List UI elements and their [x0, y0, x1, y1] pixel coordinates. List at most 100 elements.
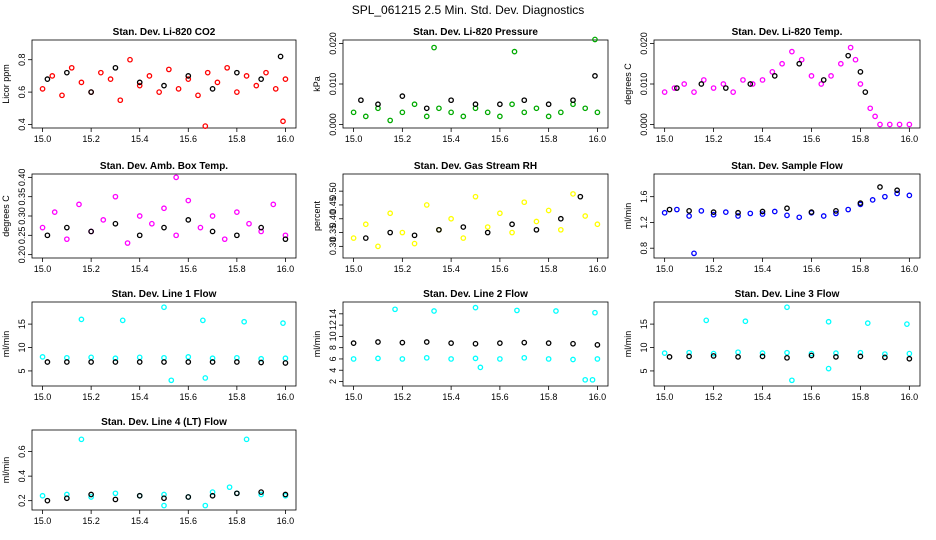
x-tick-label: 15.4	[131, 516, 149, 526]
data-point	[759, 350, 766, 356]
data-point	[214, 79, 221, 86]
plot-frame	[653, 301, 921, 387]
x-tick-label: 15.8	[540, 264, 558, 274]
data-point	[710, 85, 717, 91]
data-point	[399, 356, 406, 362]
data-point	[521, 354, 528, 361]
data-point	[735, 213, 741, 219]
data-point	[592, 36, 598, 43]
y-axis-label: ml/min	[312, 331, 322, 358]
x-tick-label: 15.0	[656, 264, 674, 274]
y-tick-label: 0.35	[17, 188, 27, 206]
data-point	[112, 64, 119, 71]
data-point	[497, 356, 503, 362]
x-tick-label: 15.6	[491, 392, 509, 402]
x-tick-label: 15.0	[656, 134, 674, 144]
data-point	[234, 232, 240, 239]
data-point	[545, 340, 552, 347]
data-point	[136, 82, 143, 89]
y-tick-label: 0.000	[639, 113, 649, 136]
data-point	[63, 224, 70, 231]
data-point	[185, 354, 192, 360]
x-tick-label: 15.6	[180, 134, 198, 144]
data-point	[545, 113, 552, 120]
data-point	[825, 318, 832, 325]
data-point	[234, 359, 240, 365]
data-point	[484, 109, 491, 116]
x-tick-label: 15.6	[803, 264, 821, 274]
data-point	[185, 494, 192, 500]
data-point	[88, 89, 94, 95]
panel-title: Stan. Dev. Line 4 (LT) Flow	[101, 417, 227, 428]
data-point	[735, 209, 741, 216]
chart-panel: Stan. Dev. Li-820 CO2 15.0 15.2 15.4 15.6 15.…	[1, 27, 297, 144]
data-point	[666, 206, 673, 213]
panel-title: Stan. Dev. Sample Flow	[731, 161, 843, 172]
data-point	[431, 44, 437, 51]
data-point	[221, 236, 228, 243]
x-tick-label: 16.0	[901, 264, 919, 274]
data-point	[399, 109, 406, 116]
data-point	[460, 235, 467, 241]
data-point	[282, 360, 289, 366]
y-tick-label: 0.020	[328, 32, 338, 55]
data-point	[241, 318, 248, 325]
data-point	[521, 339, 528, 346]
data-point	[161, 82, 167, 89]
data-point	[195, 92, 201, 99]
y-tick-label: 1.2	[639, 216, 649, 229]
data-point	[411, 240, 418, 247]
data-point	[906, 121, 913, 128]
data-point	[906, 355, 913, 362]
data-point	[112, 496, 119, 503]
data-point	[63, 495, 70, 502]
x-tick-label: 15.4	[442, 392, 460, 402]
data-point	[533, 218, 540, 225]
data-point	[234, 209, 240, 215]
data-point	[833, 354, 839, 360]
data-point	[350, 235, 357, 241]
data-point	[117, 97, 124, 104]
data-point	[258, 491, 265, 498]
data-point	[796, 214, 803, 221]
y-tick-label: 0.30	[17, 207, 27, 225]
data-point	[200, 317, 206, 324]
data-point	[509, 221, 515, 228]
data-point	[570, 97, 576, 104]
x-tick-label: 16.0	[901, 134, 919, 144]
data-point	[710, 211, 717, 218]
x-tick-label: 15.0	[345, 264, 363, 274]
data-point	[681, 81, 688, 87]
data-point	[39, 354, 46, 360]
data-point	[209, 86, 216, 92]
data-point	[740, 77, 746, 83]
data-point	[448, 356, 454, 362]
data-point	[146, 73, 153, 79]
data-point	[771, 73, 778, 79]
data-point	[847, 44, 854, 51]
data-point	[674, 85, 680, 91]
data-point	[759, 211, 766, 217]
data-point	[784, 304, 790, 311]
data-point	[277, 53, 284, 60]
data-point	[497, 113, 503, 120]
data-point	[136, 492, 143, 499]
y-tick-label: 6	[328, 356, 338, 361]
x-tick-label: 15.0	[34, 516, 52, 526]
chart-panel: Stan. Dev. Line 2 Flow 15.0 15.2 15.4 15.6 15…	[312, 289, 609, 402]
data-point	[570, 340, 576, 347]
data-point	[107, 76, 114, 82]
chart-panel: Stan. Dev. Gas Stream RH 15.0 15.2 15.4 15.6…	[312, 161, 609, 274]
data-point	[742, 318, 749, 325]
data-point	[820, 77, 827, 83]
data-point	[387, 229, 394, 236]
plot-frame	[31, 429, 297, 511]
data-point	[399, 229, 406, 236]
panel-title: Stan. Dev. Line 3 Flow	[735, 289, 840, 300]
data-point	[448, 340, 454, 347]
data-point	[175, 86, 182, 92]
data-point	[882, 193, 888, 200]
data-point	[202, 123, 209, 129]
data-point	[51, 209, 58, 215]
data-point	[877, 121, 883, 128]
